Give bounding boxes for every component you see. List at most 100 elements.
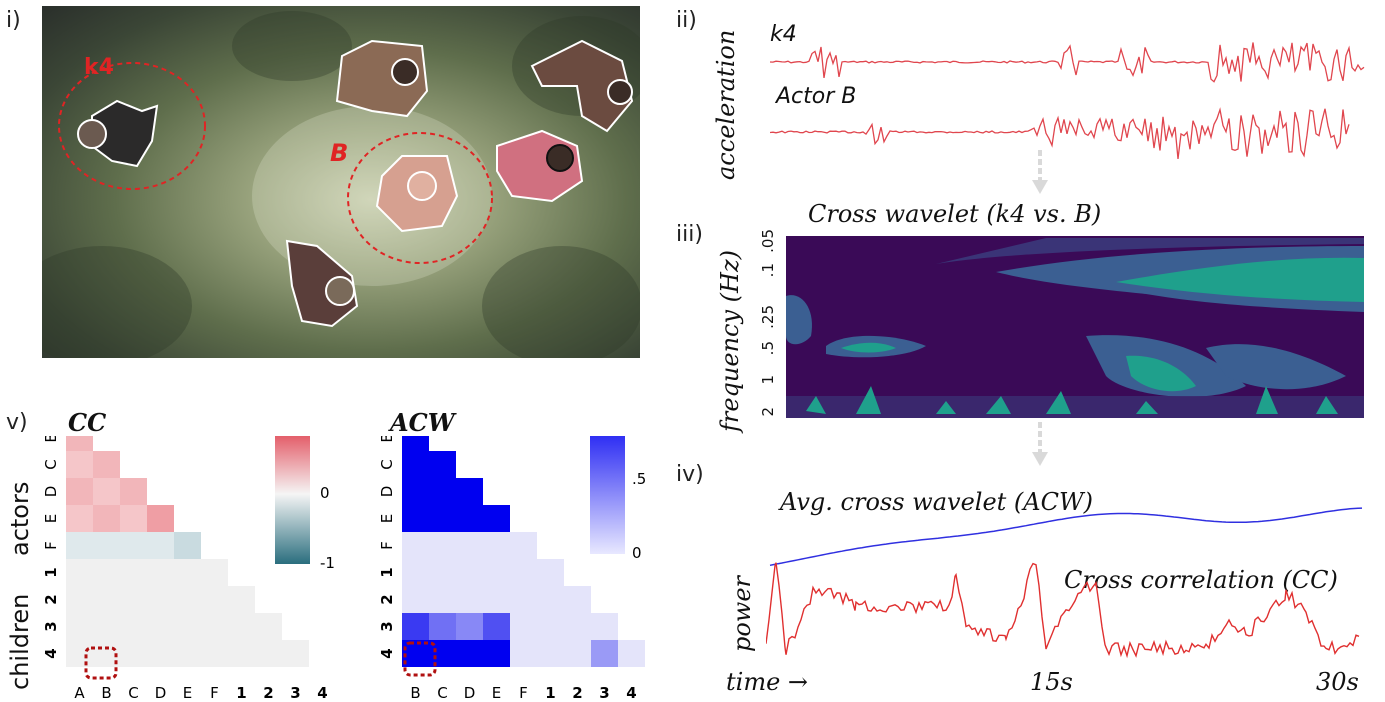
acw-cell: [483, 586, 510, 613]
matrix-col-label: 2: [263, 684, 273, 702]
acw-cell: [591, 613, 618, 640]
matrix-row-label: B: [42, 436, 60, 443]
cc-cell: [201, 613, 228, 640]
cc-colorbar-tick: -1: [320, 554, 335, 572]
acw-cell: [483, 505, 510, 532]
cc-cell: [228, 640, 255, 667]
matrix-col-label: B: [410, 684, 420, 702]
highlight-circle-k4: [58, 62, 206, 190]
acw-cell: [483, 613, 510, 640]
matrix-col-label: D: [464, 684, 476, 702]
cc-cell: [255, 640, 282, 667]
person-k4: [77, 99, 159, 168]
acw-cell: [402, 478, 429, 505]
cc-cell: [147, 559, 174, 586]
acw-cell: [456, 640, 483, 667]
acw-cell: [456, 532, 483, 559]
acw-cell: [429, 613, 456, 640]
acw-cell: [537, 559, 564, 586]
acw-cell: [483, 640, 510, 667]
acceleration-plot: [770, 42, 1365, 159]
acw-cell: [402, 505, 429, 532]
cc-cell: [120, 505, 147, 532]
acw-cell: [537, 613, 564, 640]
cc-series-label: Cross correlation (CC): [1064, 566, 1338, 594]
cc-cell: [66, 451, 93, 478]
acw-cell: [618, 640, 645, 667]
cc-cell: [93, 478, 120, 505]
person-right: [496, 129, 584, 203]
matrix-col-label: D: [155, 684, 167, 702]
acw-colorbar-tick: 0: [632, 544, 642, 562]
matrix-col-label: 1: [236, 684, 246, 702]
cc-cell: [93, 451, 120, 478]
wavelet-ytick-column: .05 .1 .25 .5 1 2: [756, 229, 780, 422]
matrix-row-label: E: [378, 514, 396, 523]
matrix-row-label: 4: [42, 648, 60, 658]
matrix-row-label: F: [42, 541, 60, 550]
acw-cell: [456, 613, 483, 640]
cc-cell: [93, 532, 120, 559]
cc-cell: [66, 505, 93, 532]
person-B: [375, 155, 459, 233]
acw-cell: [402, 451, 429, 478]
acw-series-label: Avg. cross wavelet (ACW): [780, 488, 1094, 516]
acceleration-line-actor-b: [770, 107, 1350, 159]
matrix-col-label: 4: [626, 684, 636, 702]
cc-cell: [120, 640, 147, 667]
time-tick-15s: 15s: [1030, 668, 1073, 696]
wavelet-ytick: .5: [759, 341, 777, 356]
cc-cell: [66, 436, 93, 451]
acw-cell: [510, 559, 537, 586]
person-top-right: [530, 39, 634, 133]
cc-cell: [120, 478, 147, 505]
acw-cell: [483, 559, 510, 586]
matrix-col-label: F: [210, 684, 219, 702]
panel-label-ii: ii): [676, 8, 697, 33]
overhead-video-frame: k4 B: [42, 6, 640, 358]
photo-label-k4: k4: [84, 55, 114, 80]
matrix-col-label: 2: [572, 684, 582, 702]
acw-colorbar: [590, 436, 625, 554]
wavelet-ytick: 1: [759, 375, 777, 385]
cc-cell: [174, 586, 201, 613]
acw-cell: [402, 586, 429, 613]
acw-cell: [402, 613, 429, 640]
cc-colorbar: [275, 436, 310, 564]
cc-cell: [147, 640, 174, 667]
cc-cell: [66, 586, 93, 613]
panel-label-iv: iv): [676, 462, 704, 487]
acw-cell: [510, 613, 537, 640]
wavelet-title: Cross wavelet (k4 vs. B): [808, 200, 1102, 228]
time-tick-30s: 30s: [1316, 668, 1359, 696]
cc-cell: [174, 532, 201, 559]
matrix-row-label: D: [42, 486, 60, 498]
matrix-row-label: B: [378, 436, 396, 443]
matrix-col-label: F: [519, 684, 528, 702]
wavelet-ytick: .25: [759, 305, 777, 329]
panel-label-v: v): [6, 410, 28, 435]
acw-cell: [429, 559, 456, 586]
acw-cell: [456, 478, 483, 505]
cc-cell: [201, 559, 228, 586]
acw-cell: [456, 505, 483, 532]
acw-cell: [456, 586, 483, 613]
matrix-col-label: 1: [545, 684, 555, 702]
highlight-circle-B: [347, 132, 493, 264]
matrix-col-label: 3: [599, 684, 609, 702]
acw-cell: [429, 586, 456, 613]
matrix-col-label: E: [492, 684, 501, 702]
cc-cell: [120, 559, 147, 586]
cc-cell: [66, 478, 93, 505]
cc-cell: [228, 586, 255, 613]
wavelet-ytick: 2: [759, 407, 777, 417]
acw-cell: [537, 586, 564, 613]
flow-arrow-2: [1032, 422, 1048, 466]
cc-cell: [174, 640, 201, 667]
matrix-row-label: F: [378, 541, 396, 550]
acw-cell: [564, 613, 591, 640]
matrix-row-label: 1: [42, 567, 60, 577]
series-label-k4: k4: [770, 22, 797, 47]
cc-line: [766, 562, 1360, 659]
